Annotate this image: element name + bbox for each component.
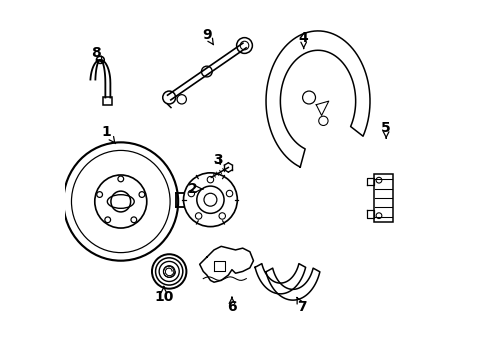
Text: 5: 5 — [381, 121, 390, 138]
Text: 3: 3 — [212, 153, 222, 167]
Text: 9: 9 — [202, 28, 213, 45]
Text: 4: 4 — [298, 31, 308, 48]
Text: 10: 10 — [154, 287, 173, 303]
Text: 8: 8 — [91, 46, 102, 63]
Text: 1: 1 — [102, 125, 115, 144]
Bar — [373, 174, 392, 222]
Bar — [103, 97, 112, 105]
Text: 2: 2 — [187, 182, 203, 196]
Text: 6: 6 — [226, 297, 236, 314]
Text: 7: 7 — [296, 297, 306, 314]
